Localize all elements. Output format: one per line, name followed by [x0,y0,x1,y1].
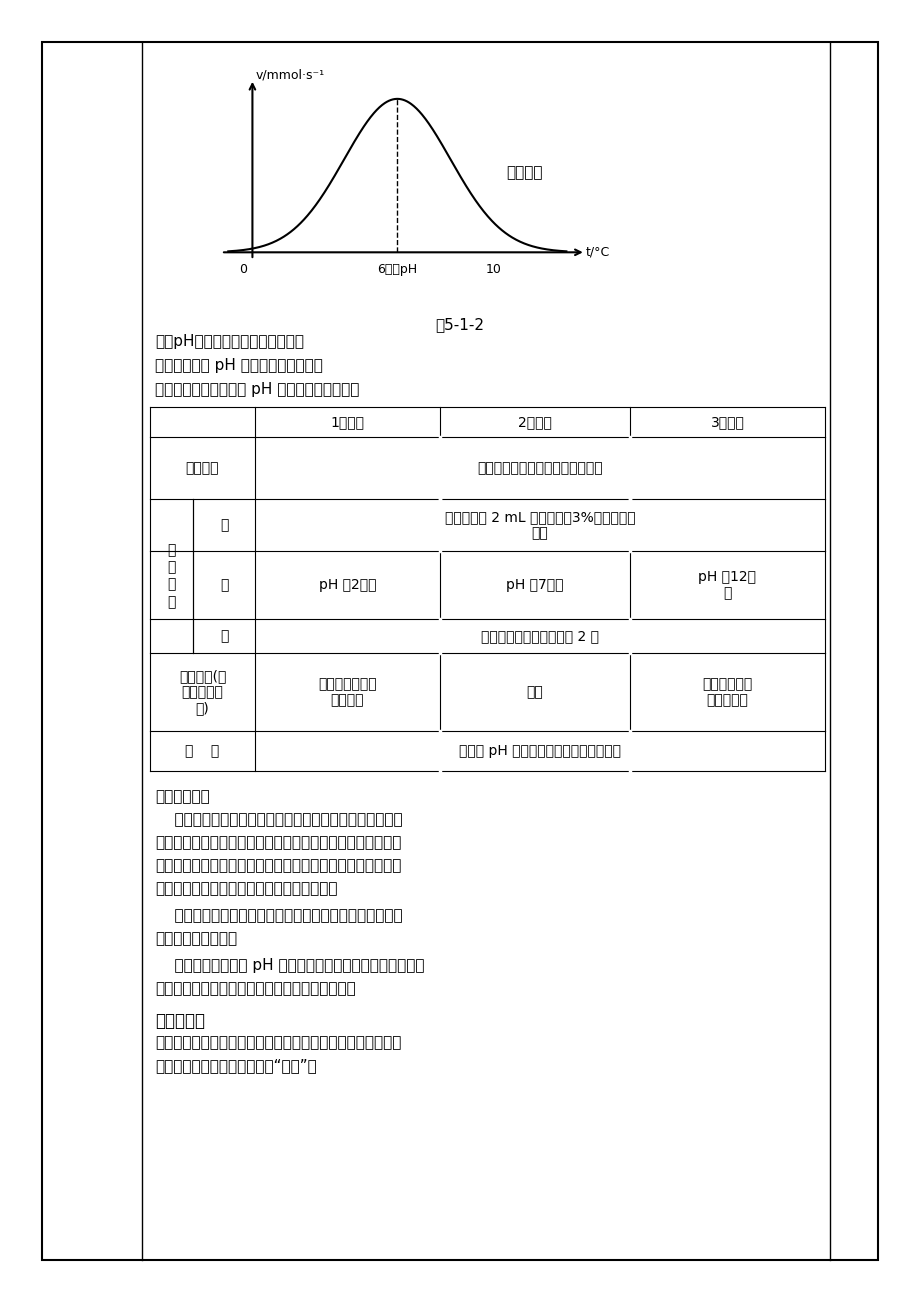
Text: 0: 0 [239,263,246,276]
Text: 件下，都会使酶的分子结构遇到破坏而失去活性。: 件下，都会使酶的分子结构遇到破坏而失去活性。 [154,980,356,996]
Text: 试管各加入 2 mL 体积分数为3%的过氧化氢
溶液: 试管各加入 2 mL 体积分数为3%的过氧化氢 溶液 [444,510,635,540]
Text: 不同的 pH 下过氧化氢酵的催化效率不同: 不同的 pH 下过氧化氢酵的催化效率不同 [459,743,620,758]
Text: 问：pH与酶的活性有什么关系呢？: 问：pH与酶的活性有什么关系呢？ [154,335,303,349]
Text: 组成的二肽水解。所以，确切地说，酶的专一性是指一种酵只: 组成的二肽水解。所以，确切地说，酶的专一性是指一种酵只 [154,858,401,874]
Text: 胰蛋白酶: 胰蛋白酶 [505,165,542,180]
Text: 答：在最适的 pH 下，酶的活性最高。: 答：在最适的 pH 下，酶的活性最高。 [154,358,323,372]
Text: 6最适pH: 6最适pH [377,263,417,276]
Text: pH 为2左右: pH 为2左右 [318,578,376,592]
Text: 3号试管: 3号试管 [709,415,743,428]
Text: 到蛋白质的结构，所以酵比较“娇气”。: 到蛋白质的结构，所以酵比较“娇气”。 [154,1059,316,1073]
Text: 反应不剧烈，
几乎无变化: 反应不剧烈， 几乎无变化 [701,677,752,707]
Text: 2号试管: 2号试管 [517,415,551,428]
Text: 酶的专一性是普遍存在的，生物体内有些酵能够催化某些: 酶的专一性是普遍存在的，生物体内有些酵能够催化某些 [154,812,403,827]
Text: 旁栏思考题: 旁栏思考题 [154,1012,205,1030]
Text: 【教师精讲】: 【教师精讲】 [154,789,210,805]
Text: 分别加入过氧化氢酵溶液 2 滴: 分别加入过氧化氢酵溶液 2 滴 [481,629,598,643]
Text: 复燃: 复燃 [526,685,543,699]
Text: 实
验
步
骤: 实 验 步 骤 [167,543,176,609]
Text: 实验原理: 实验原理 [186,461,219,475]
FancyBboxPatch shape [42,42,877,1260]
Text: 图5-1-2: 图5-1-2 [435,316,484,332]
Text: v/mmol·s⁻¹: v/mmol·s⁻¹ [255,69,324,82]
Text: pH 为12左
右: pH 为12左 右 [698,570,755,600]
Text: 实验现象(用
卫生香来检
验): 实验现象(用 卫生香来检 验) [178,669,226,715]
Text: 一: 一 [220,518,228,533]
Text: 绝大多数酵是蛋白质，强酸、强礦、高温等剧烈条件都会影响: 绝大多数酵是蛋白质，强酸、强礦、高温等剧烈条件都会影响 [154,1035,401,1049]
Text: 酶的催化效率的高低与温度有关，它影响酶的活性，进而: 酶的催化效率的高低与温度有关，它影响酶的活性，进而 [154,907,403,923]
Text: 设计实验来验证不同的 pH 下，酶的活性不同：: 设计实验来验证不同的 pH 下，酶的活性不同： [154,381,359,397]
Text: 过氧化氢酵能使过氧化氢快速分解: 过氧化氢酵能使过氧化氢快速分解 [477,461,602,475]
Text: 影响酶的催化效率。: 影响酶的催化效率。 [154,931,237,947]
Text: 结    论: 结 论 [185,743,220,758]
Text: 分子结构相近的矿物质，如二肽酶，可以催化任何两种氨基酸: 分子结构相近的矿物质，如二肽酶，可以催化任何两种氨基酸 [154,835,401,850]
Text: t/°C: t/°C [585,246,609,259]
Text: 能催化一种化合物或一类化合物的化学反应。: 能催化一种化合物或一类化合物的化学反应。 [154,881,337,896]
Text: 三: 三 [220,629,228,643]
Text: pH 为7左右: pH 为7左右 [505,578,563,592]
Text: 酶的催化效率还与 pH 等条件有关。因为在过酸、过礦的条: 酶的催化效率还与 pH 等条件有关。因为在过酸、过礦的条 [154,958,424,973]
Text: 10: 10 [485,263,502,276]
Text: 1号试管: 1号试管 [330,415,364,428]
Text: 二: 二 [220,578,228,592]
Text: 反应不剧烈，几
乎无变化: 反应不剧烈，几 乎无变化 [318,677,377,707]
